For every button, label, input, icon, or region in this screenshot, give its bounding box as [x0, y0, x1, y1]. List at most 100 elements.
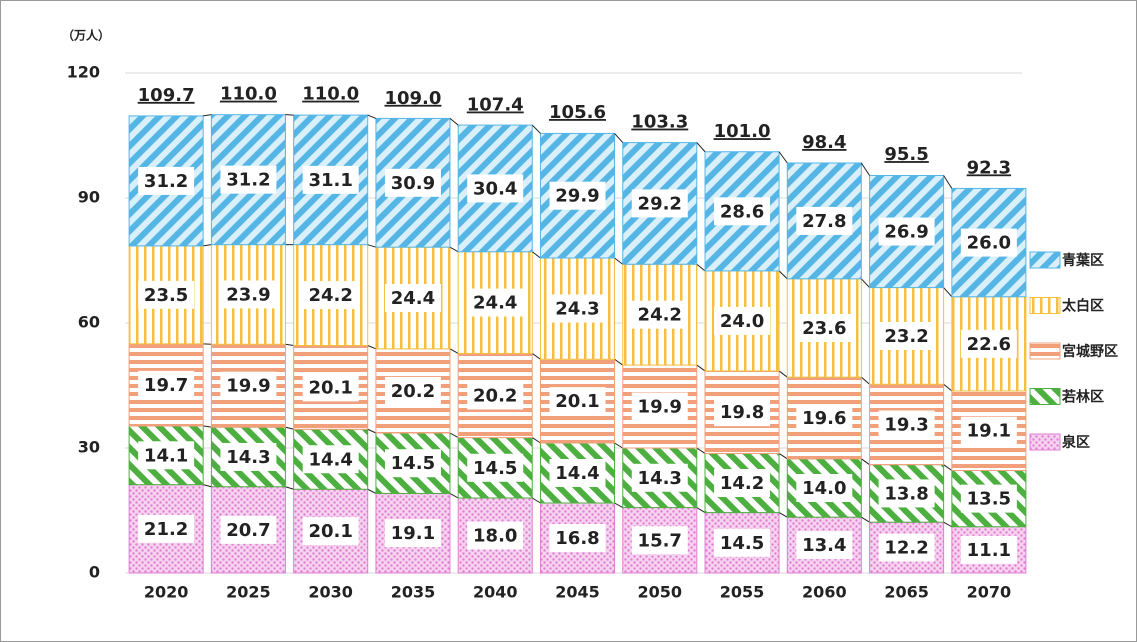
legend-label: 宮城野区 — [1062, 343, 1118, 360]
connector-line — [449, 118, 459, 126]
label-box — [796, 474, 853, 502]
label-box — [878, 533, 935, 562]
total-label: 110.0 — [220, 84, 277, 105]
label-box — [302, 373, 359, 402]
connector-line — [285, 426, 294, 430]
total-label: 109.0 — [384, 88, 441, 109]
value-label: 22.6 — [967, 334, 1011, 355]
x-tick-label: 2035 — [391, 583, 436, 602]
label-box — [714, 469, 771, 497]
label-box — [302, 165, 359, 194]
value-label: 14.3 — [638, 468, 682, 489]
label-box — [631, 526, 688, 555]
label-box — [878, 479, 935, 508]
value-label: 12.2 — [884, 538, 928, 559]
label-box — [549, 459, 606, 487]
value-label: 13.8 — [884, 483, 928, 504]
label-box — [220, 515, 277, 544]
value-label: 20.7 — [226, 520, 270, 541]
label-box — [138, 514, 195, 543]
label-box — [631, 392, 688, 421]
connector-line — [860, 278, 870, 288]
total-label: 105.6 — [549, 102, 606, 123]
value-label: 26.9 — [884, 222, 928, 243]
legend-swatch — [1029, 251, 1061, 269]
label-box — [467, 381, 524, 410]
total-label: 101.0 — [714, 121, 771, 142]
connector-line — [531, 251, 541, 259]
label-box — [302, 281, 359, 310]
value-label: 16.8 — [555, 528, 599, 549]
connector-line — [696, 364, 706, 372]
value-label: 21.2 — [144, 519, 188, 540]
x-tick-label: 2045 — [555, 583, 600, 602]
label-box — [384, 168, 441, 197]
connector-line — [531, 353, 541, 360]
connector-line — [367, 114, 377, 119]
label-box — [960, 535, 1017, 564]
x-tick-label: 2060 — [802, 583, 847, 602]
connector-line — [531, 497, 541, 504]
label-box — [467, 174, 524, 203]
label-box — [549, 524, 606, 552]
value-label: 31.2 — [144, 171, 188, 192]
connector-line — [861, 516, 870, 523]
connector-line — [367, 488, 377, 494]
legend-label: 太白区 — [1062, 298, 1104, 315]
connector-line — [203, 484, 212, 488]
label-box — [138, 441, 195, 470]
connector-line — [614, 257, 624, 265]
label-box — [796, 531, 853, 560]
value-label: 19.6 — [802, 408, 846, 429]
value-label: 30.4 — [473, 178, 517, 199]
connector-line — [285, 343, 294, 346]
connector-line — [943, 521, 953, 528]
y-tick-label: 0 — [89, 563, 100, 582]
connector-line — [861, 376, 870, 385]
value-label: 23.5 — [144, 285, 188, 306]
value-label: 24.0 — [720, 311, 764, 332]
label-box — [796, 206, 853, 235]
value-label: 18.0 — [473, 526, 517, 547]
label-box — [549, 181, 606, 210]
value-label: 20.1 — [308, 377, 352, 398]
connector-line — [614, 358, 624, 366]
value-label: 14.4 — [555, 463, 599, 484]
value-label: 31.2 — [226, 170, 270, 191]
connector-line — [696, 142, 706, 153]
connector-line — [943, 175, 953, 189]
value-label: 14.5 — [473, 458, 517, 479]
y-tick-label: 120 — [67, 63, 100, 82]
connector-line — [943, 287, 953, 298]
value-label: 20.2 — [473, 386, 517, 407]
label-box — [467, 453, 524, 482]
value-label: 20.1 — [555, 391, 599, 412]
connector-line — [696, 447, 706, 454]
x-tick-label: 2065 — [884, 583, 929, 602]
value-label: 19.9 — [638, 397, 682, 418]
value-label: 20.1 — [308, 521, 352, 542]
value-label: 14.3 — [226, 447, 270, 468]
connector-line — [367, 428, 377, 434]
value-label: 24.4 — [473, 293, 517, 314]
legend-swatch — [1029, 297, 1061, 314]
connector-line — [778, 512, 788, 518]
label-box — [796, 404, 853, 432]
value-label: 19.1 — [967, 421, 1011, 442]
label-box — [960, 228, 1017, 257]
connector-line — [614, 133, 624, 143]
connector-line — [449, 432, 459, 439]
connector-line — [367, 244, 377, 248]
label-box — [960, 484, 1017, 513]
label-box — [631, 189, 688, 218]
value-label: 28.6 — [720, 201, 764, 222]
total-label: 103.3 — [631, 112, 688, 133]
value-label: 19.9 — [226, 376, 270, 397]
legend-swatch — [1029, 433, 1061, 451]
label-box — [384, 519, 441, 548]
value-label: 19.7 — [144, 375, 188, 396]
label-box — [220, 280, 277, 309]
value-label: 24.2 — [638, 305, 682, 326]
connector-line — [614, 502, 623, 509]
